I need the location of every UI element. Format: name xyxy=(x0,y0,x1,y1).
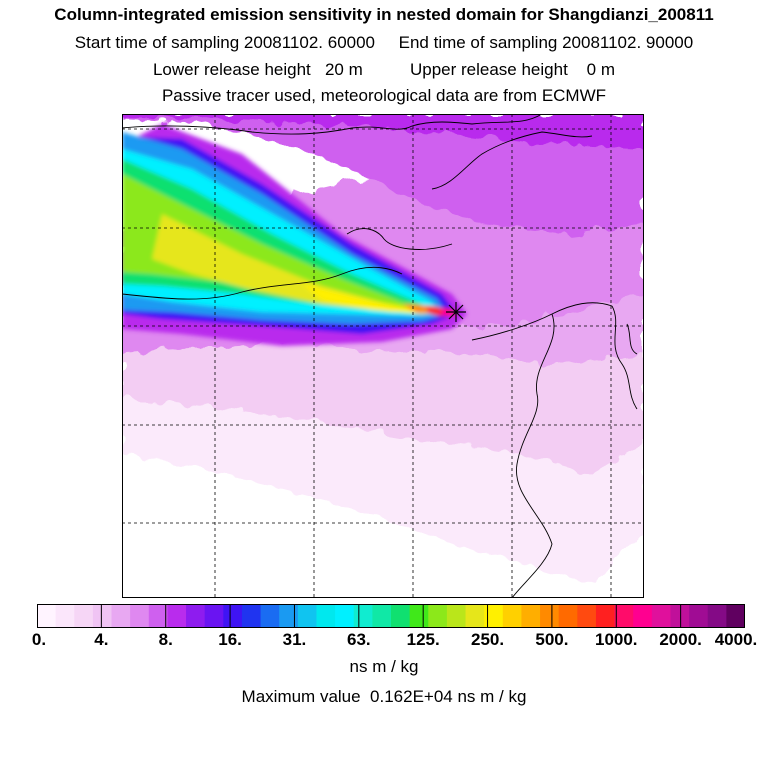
colorbar-tick-label: 1000. xyxy=(594,630,638,649)
colorbar-swatch xyxy=(335,604,355,628)
colorbar-swatch xyxy=(633,604,653,628)
colorbar-swatch xyxy=(279,604,299,628)
colorbar xyxy=(37,604,745,628)
colorbar-swatch xyxy=(446,604,467,628)
colorbar-tick-label: 125. xyxy=(406,630,440,649)
colorbar-swatch xyxy=(391,604,411,628)
maximum-value: Maximum value 0.162E+04 ns m / kg xyxy=(241,687,527,706)
colorbar-swatch xyxy=(558,604,578,628)
colorbar-swatch xyxy=(521,604,541,628)
colorbar-tick-label: 8. xyxy=(158,630,173,649)
colorbar-swatch xyxy=(297,604,317,628)
colorbar-tick-label: 63. xyxy=(346,630,371,649)
grid-lines xyxy=(122,114,644,598)
colorbar-swatch xyxy=(577,604,597,628)
colorbar-swatch xyxy=(316,604,336,628)
colorbar-swatch xyxy=(167,604,187,628)
colorbar-swatch xyxy=(204,604,224,628)
colorbar-swatch xyxy=(260,604,280,628)
colorbar-swatch xyxy=(372,604,392,628)
colorbar-swatch xyxy=(186,604,206,628)
low-sensitivity-field xyxy=(122,114,644,584)
colorbar-swatch xyxy=(465,604,485,628)
colorbar-swatch xyxy=(707,604,727,628)
colorbar-swatch xyxy=(241,604,262,628)
colorbar-swatch xyxy=(484,604,504,628)
colorbar-swatch xyxy=(670,604,690,628)
colorbar-tick-label: 16. xyxy=(218,630,242,649)
colorbar-swatch xyxy=(428,604,448,628)
colorbar-tick-label: 250. xyxy=(470,630,505,649)
colorbar-swatch xyxy=(55,604,75,628)
colorbar-swatch xyxy=(74,604,94,628)
colorbar-swatch xyxy=(409,604,429,628)
colorbar-swatch xyxy=(614,604,634,628)
colorbar-swatch xyxy=(502,604,522,628)
colorbar-swatch xyxy=(726,604,745,628)
colorbar-swatch xyxy=(111,604,131,628)
colorbar-swatch xyxy=(540,604,560,628)
colorbar-swatch xyxy=(223,604,243,628)
colorbar-tick-label: 0. xyxy=(31,630,47,649)
sampling-times: Start time of sampling 20081102. 60000 E… xyxy=(74,33,694,52)
map-frame xyxy=(122,114,644,598)
colorbar-swatch xyxy=(595,604,616,628)
colorbar-tick-label: 31. xyxy=(282,630,307,649)
plot-title: Column-integrated emission sensitivity i… xyxy=(54,5,714,24)
coastlines xyxy=(122,114,638,598)
colorbar-tick-label: 4000. xyxy=(714,630,758,649)
colorbar-swatch xyxy=(148,604,168,628)
tracer-info: Passive tracer used, meteorological data… xyxy=(161,86,607,105)
receptor-star-marker xyxy=(446,302,466,322)
colorbar-tick-label: 4. xyxy=(94,630,109,649)
sensitivity-map xyxy=(122,114,644,598)
colorbar-frame xyxy=(37,604,745,628)
colorbar-swatch xyxy=(92,604,113,628)
colorbar-unit: ns m / kg xyxy=(349,657,419,676)
colorbar-swatch xyxy=(651,604,671,628)
colorbar-swatch xyxy=(130,604,150,628)
colorbar-swatch xyxy=(37,604,57,628)
colorbar-tick-label: 500. xyxy=(535,630,569,649)
colorbar-swatch xyxy=(353,604,373,628)
colorbar-swatch xyxy=(689,604,709,628)
release-heights: Lower release height 20 m Upper release … xyxy=(152,60,616,79)
colorbar-tick-label: 2000. xyxy=(659,630,702,649)
